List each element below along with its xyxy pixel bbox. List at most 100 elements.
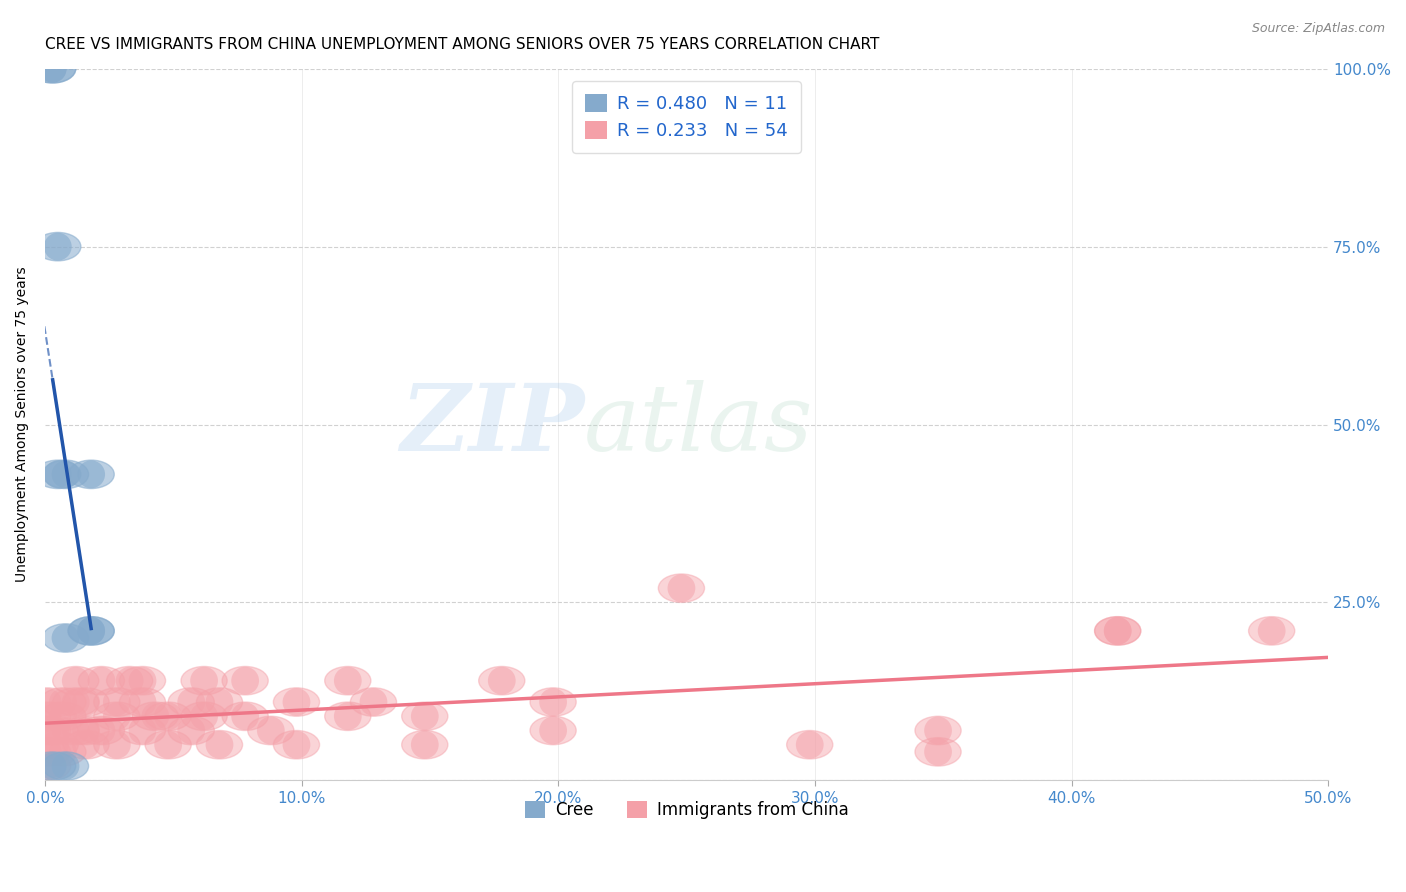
Ellipse shape <box>915 716 962 745</box>
Point <box>180 695 202 709</box>
Point <box>80 467 103 482</box>
Point <box>208 738 231 752</box>
Point <box>44 738 66 752</box>
Legend: Cree, Immigrants from China: Cree, Immigrants from China <box>517 794 855 825</box>
Point <box>541 723 564 738</box>
Ellipse shape <box>350 688 396 716</box>
Ellipse shape <box>39 702 86 731</box>
Ellipse shape <box>325 702 371 731</box>
Point <box>105 695 128 709</box>
Point <box>1107 624 1129 638</box>
Ellipse shape <box>24 716 70 745</box>
Point <box>927 723 949 738</box>
Ellipse shape <box>247 716 294 745</box>
Point <box>65 673 87 688</box>
Ellipse shape <box>181 666 228 695</box>
Point <box>90 723 112 738</box>
Point <box>75 695 97 709</box>
Ellipse shape <box>32 716 79 745</box>
Ellipse shape <box>273 688 319 716</box>
Ellipse shape <box>169 688 214 716</box>
Point <box>285 738 308 752</box>
Point <box>260 723 283 738</box>
Ellipse shape <box>169 716 214 745</box>
Ellipse shape <box>132 702 179 731</box>
Ellipse shape <box>786 731 832 759</box>
Point <box>541 695 564 709</box>
Point <box>193 709 215 723</box>
Point <box>208 695 231 709</box>
Ellipse shape <box>120 688 166 716</box>
Ellipse shape <box>107 666 153 695</box>
Text: Source: ZipAtlas.com: Source: ZipAtlas.com <box>1251 22 1385 36</box>
Ellipse shape <box>1095 616 1140 645</box>
Ellipse shape <box>35 233 82 260</box>
Point <box>55 631 77 645</box>
Point <box>46 239 69 253</box>
Point <box>52 709 75 723</box>
Ellipse shape <box>478 666 524 695</box>
Point <box>799 738 821 752</box>
Ellipse shape <box>24 688 70 716</box>
Ellipse shape <box>63 688 110 716</box>
Text: atlas: atlas <box>583 379 814 469</box>
Ellipse shape <box>42 460 89 489</box>
Ellipse shape <box>915 738 962 766</box>
Ellipse shape <box>530 716 576 745</box>
Ellipse shape <box>402 731 449 759</box>
Ellipse shape <box>30 54 76 83</box>
Point <box>41 62 63 76</box>
Point <box>336 709 359 723</box>
Point <box>413 738 436 752</box>
Point <box>52 695 75 709</box>
Point <box>55 467 77 482</box>
Ellipse shape <box>79 666 125 695</box>
Ellipse shape <box>67 616 114 645</box>
Point <box>65 723 87 738</box>
Point <box>336 673 359 688</box>
Point <box>363 695 385 709</box>
Point <box>55 759 77 773</box>
Ellipse shape <box>24 752 70 780</box>
Point <box>671 581 693 595</box>
Point <box>37 745 59 759</box>
Point <box>118 673 141 688</box>
Ellipse shape <box>402 702 449 731</box>
Point <box>413 709 436 723</box>
Point <box>180 723 202 738</box>
Ellipse shape <box>145 702 191 731</box>
Ellipse shape <box>63 716 110 745</box>
Ellipse shape <box>30 752 76 780</box>
Ellipse shape <box>530 688 576 716</box>
Point <box>37 759 59 773</box>
Ellipse shape <box>197 688 243 716</box>
Point <box>46 467 69 482</box>
Ellipse shape <box>120 666 166 695</box>
Point <box>233 709 256 723</box>
Ellipse shape <box>273 731 319 759</box>
Ellipse shape <box>658 574 704 602</box>
Ellipse shape <box>222 702 269 731</box>
Point <box>105 738 128 752</box>
Point <box>52 745 75 759</box>
Point <box>143 709 166 723</box>
Ellipse shape <box>325 666 371 695</box>
Point <box>131 673 153 688</box>
Ellipse shape <box>222 666 269 695</box>
Point <box>157 709 180 723</box>
Ellipse shape <box>42 752 89 780</box>
Ellipse shape <box>52 666 98 695</box>
Point <box>1107 624 1129 638</box>
Point <box>90 673 112 688</box>
Point <box>927 745 949 759</box>
Point <box>131 723 153 738</box>
Ellipse shape <box>39 688 86 716</box>
Ellipse shape <box>24 738 70 766</box>
Ellipse shape <box>67 616 114 645</box>
Ellipse shape <box>145 731 191 759</box>
Ellipse shape <box>30 54 76 83</box>
Ellipse shape <box>94 731 141 759</box>
Ellipse shape <box>63 731 110 759</box>
Ellipse shape <box>42 624 89 652</box>
Point <box>65 695 87 709</box>
